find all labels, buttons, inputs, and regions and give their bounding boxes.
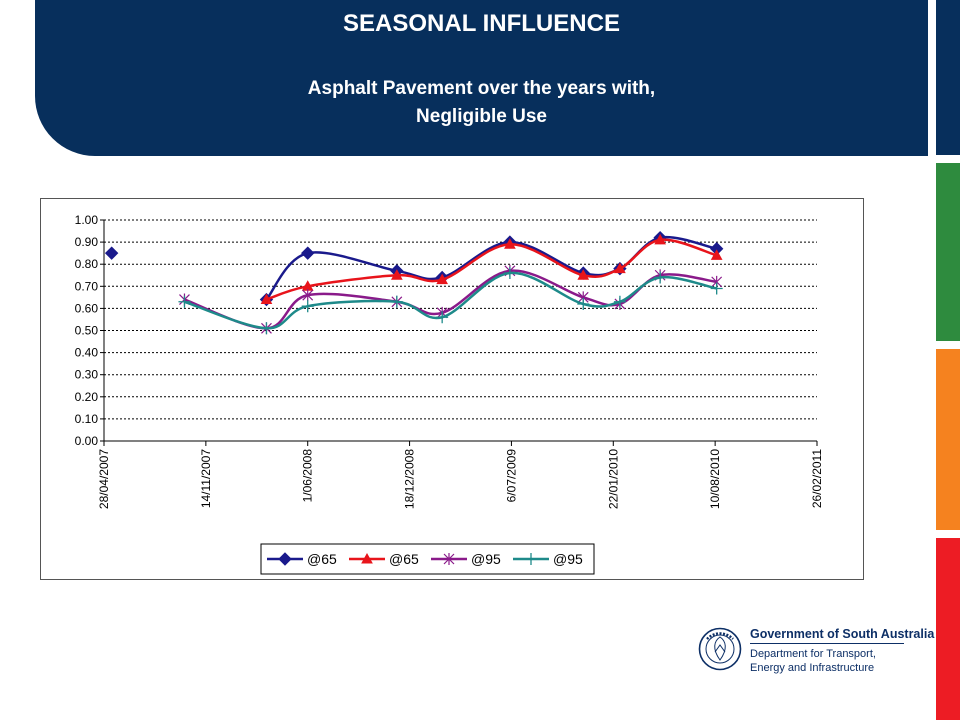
logo-department-line2: Energy and Infrastructure [750, 662, 875, 674]
series-point-4 [654, 271, 667, 284]
x-tick-label: 1/06/2008 [301, 449, 315, 503]
x-tick-label: 14/11/2007 [199, 449, 213, 508]
series-point-4 [301, 300, 314, 313]
y-tick-label: 0.80 [75, 257, 99, 271]
legend-label: @95 [553, 551, 583, 567]
legend-label: @95 [471, 551, 501, 567]
chart-frame: 0.00 0.10 0.20 0.30 0.40 0.50 0.60 0.70 0.80 0.90… [40, 198, 864, 580]
y-tick-label: 0.90 [75, 235, 99, 249]
side-bar-navy [936, 0, 960, 155]
series-point-4 [178, 295, 191, 308]
page-subtitle-line1: Asphalt Pavement over the years with, [307, 78, 656, 99]
legend-swatch-marker [443, 553, 455, 565]
series-line-4 [184, 271, 717, 330]
south-australia-seal-icon [698, 627, 742, 671]
logo-divider [750, 643, 904, 644]
legend-label: @65 [307, 551, 337, 567]
page-title: SEASONAL INFLUENCE [343, 10, 620, 37]
x-tick-label: 22/01/2010 [606, 449, 620, 509]
series-point-4 [390, 295, 403, 308]
header-banner: SEASONAL INFLUENCE Asphalt Pavement over… [35, 0, 928, 156]
y-tick-label: 0.70 [75, 279, 99, 293]
legend-swatch-marker [361, 552, 373, 564]
y-tick-label: 0.50 [75, 324, 99, 338]
side-bar-orange [936, 349, 960, 530]
side-bar-red [936, 538, 960, 720]
series-point-2 [504, 238, 516, 249]
series-point-2 [654, 233, 666, 245]
series-point-4 [613, 295, 626, 308]
series-point-1 [104, 246, 119, 260]
y-tick-label: 0.40 [75, 346, 99, 360]
series-point-3 [302, 289, 314, 302]
series-line-1 [265, 235, 717, 301]
series-point-4 [710, 282, 723, 295]
series-point-2 [390, 269, 403, 280]
series-point-2 [436, 273, 449, 285]
series-point-2 [260, 293, 273, 305]
legend-swatch-marker [525, 553, 537, 565]
y-tick-label: 0.30 [75, 368, 99, 382]
series-point-4 [577, 297, 590, 310]
x-tick-label: 10/08/2010 [708, 449, 722, 509]
side-bar-green [936, 163, 960, 341]
series-point-2 [710, 249, 723, 260]
y-tick-label: 0.60 [75, 301, 99, 315]
x-tick-label: 28/04/2007 [97, 449, 111, 509]
series-point-2 [614, 262, 626, 274]
y-tick-label: 1.00 [75, 213, 99, 227]
legend-label: @65 [389, 551, 419, 567]
y-tick-label: 0.00 [75, 434, 99, 448]
line-chart: 0.00 0.10 0.20 0.30 0.40 0.50 0.60 0.70 0.80 0.90… [75, 213, 824, 575]
series-point-1 [301, 246, 315, 260]
x-tick-label: 18/12/2008 [403, 449, 417, 509]
series-point-2 [577, 269, 590, 280]
logo-department-line1: Department for Transport, [750, 648, 876, 660]
series-point-4 [436, 311, 449, 324]
y-tick-label: 0.20 [75, 390, 99, 404]
page-subtitle-line2: Negligible Use [416, 106, 547, 127]
series-point-4 [260, 322, 273, 335]
x-tick-label: 6/07/2009 [504, 449, 518, 503]
logo-government-text: Government of South Australia [750, 627, 935, 641]
series-line-3 [184, 269, 717, 330]
series-point-4 [503, 267, 516, 280]
y-tick-label: 0.10 [75, 412, 99, 426]
series-line-2 [266, 238, 718, 301]
x-tick-label: 26/02/2011 [810, 449, 824, 508]
legend-swatch-marker [278, 552, 292, 566]
